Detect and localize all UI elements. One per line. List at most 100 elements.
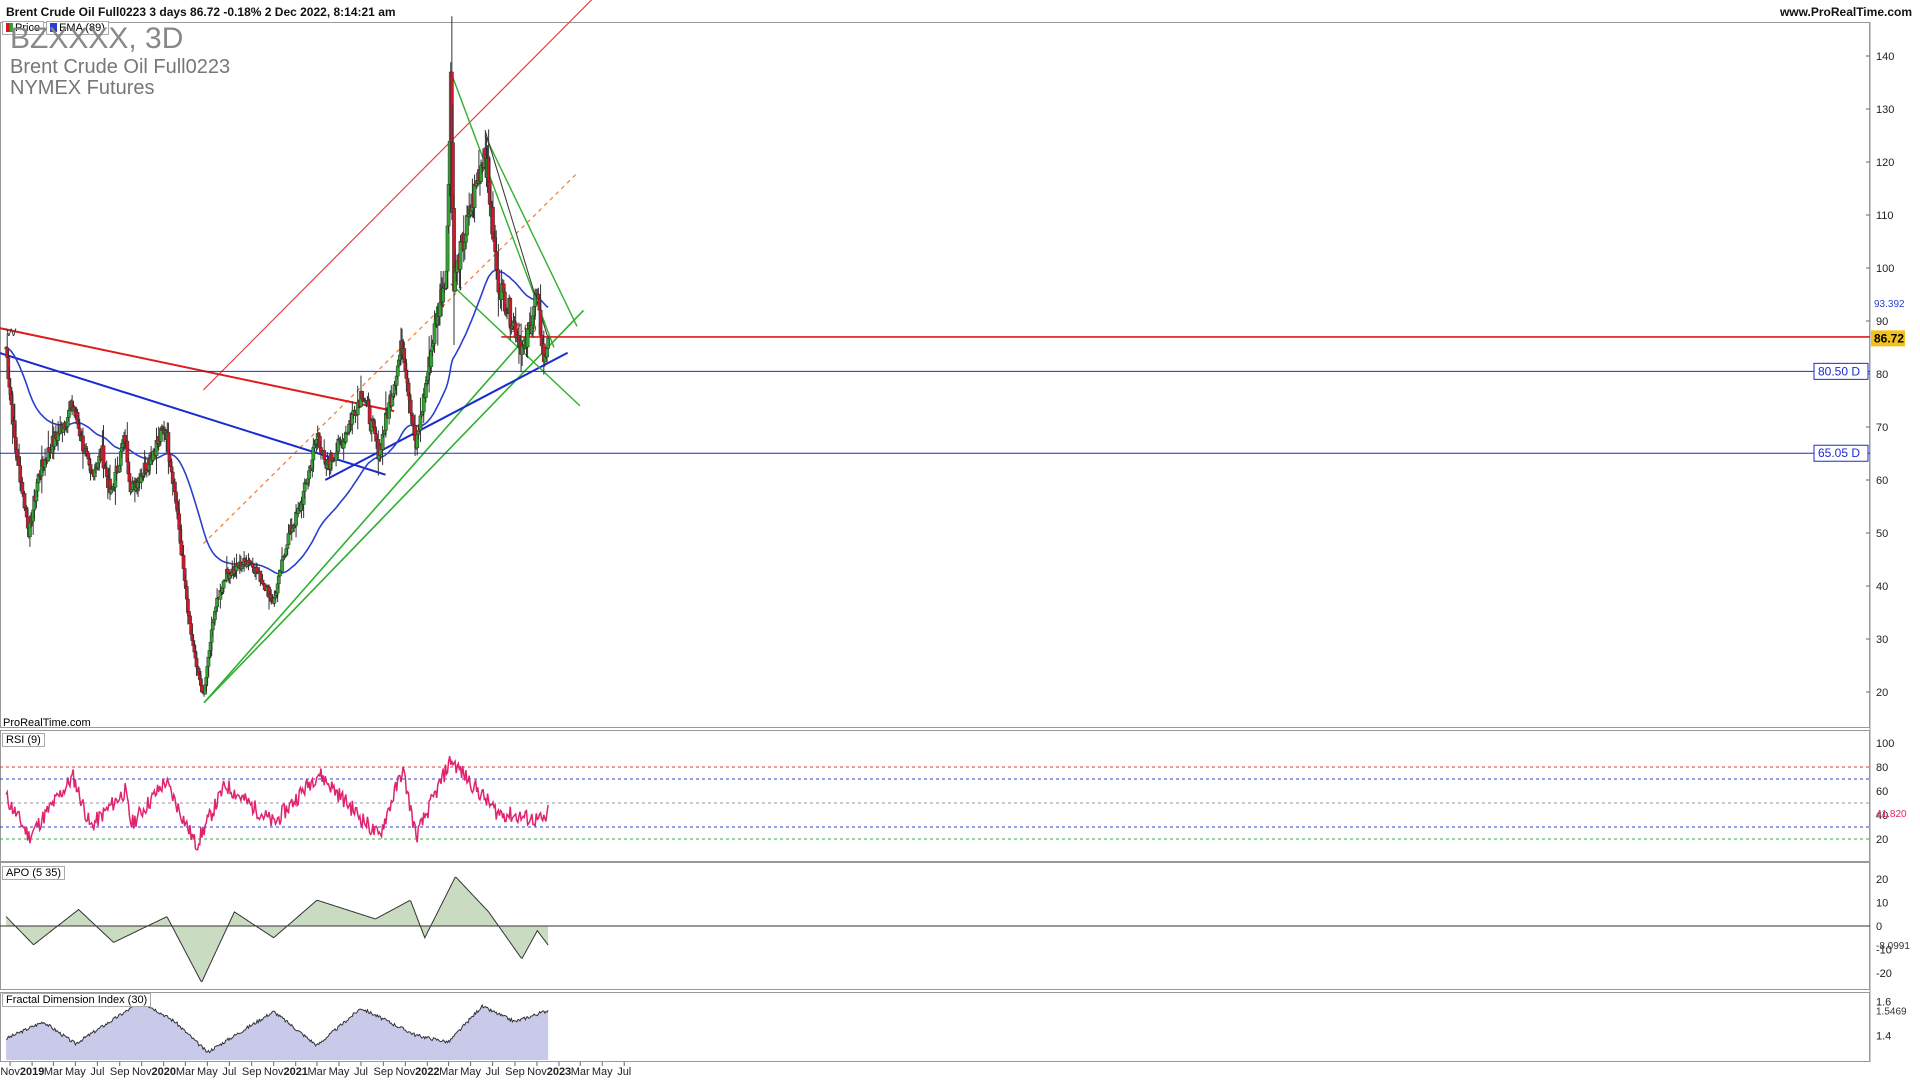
x-tick-label: May [197,1066,218,1078]
rsi-tick-label: 80 [1876,762,1888,774]
x-tick-label: Nov [264,1066,284,1078]
x-tick-label: Nov [396,1066,416,1078]
legend-price[interactable]: Price [2,21,45,35]
candle-down [101,445,106,468]
price-tick-label: 70 [1876,422,1888,434]
candle-down [200,685,204,693]
apo-line [5,876,549,983]
rising-support-blue [324,351,569,481]
candle-up [465,215,469,236]
price-tick-label: 80 [1876,369,1888,381]
rsi-last-label: 41.820 [1876,809,1907,820]
x-tick-label: Jul [90,1066,104,1078]
panel-frames [0,22,1871,1062]
apo-tick-label: 10 [1876,898,1888,910]
candle-down [20,481,25,494]
price-tick-label: 60 [1876,475,1888,487]
x-tick-label: May [460,1066,481,1078]
x-tick-label: Jul [617,1066,631,1078]
price-tick-label: 30 [1876,634,1888,646]
candle-up [432,323,437,344]
x-tick-label: Mar [571,1066,590,1078]
x-tick-label: Mar [44,1066,63,1078]
level-box-1 [1813,444,1869,462]
candle-up [280,559,284,572]
candle-down [260,579,265,584]
x-tick-label: Nov [0,1066,20,1078]
price-swatch-icon [6,23,13,32]
candle-up [276,575,281,585]
candle-up [294,511,298,526]
candle-down [322,450,327,460]
rising-channel-top-red [202,0,593,391]
rsi-line [5,755,549,851]
instrument-name: Brent Crude Oil Full0223 [10,56,231,78]
price-tick-label: 140 [1876,51,1894,63]
candle-up [464,234,468,243]
apo-tick-label: 0 [1876,921,1882,933]
level-box-label: 65.05 D [1818,446,1860,460]
x-tick-label: May [592,1066,613,1078]
fdi-last-label: 1.5469 [1876,1006,1907,1017]
x-tick-label: Sep [505,1066,525,1078]
x-tick-label: Jul [486,1066,500,1078]
rising-support-green [203,325,537,704]
apo-panel [0,876,1870,983]
fdi-tick-label: 1.6 [1876,996,1891,1008]
rsi-panel [0,755,1870,851]
site-url[interactable]: www.ProRealTime.com [1779,5,1912,19]
rsi-tick-label: 40 [1876,810,1888,822]
candle-up [221,580,226,589]
ema-swatch-icon [50,23,58,32]
candle-down [226,569,230,574]
watermark: ProRealTime.com [3,717,91,729]
candle-down [179,540,184,556]
x-tick-label: Sep [110,1066,130,1078]
x-tick-label: May [65,1066,86,1078]
rsi-label[interactable]: RSI (9) [2,733,45,747]
wedge-upper-green [484,135,578,327]
instrument-exchange: NYMEX Futures [10,77,155,99]
ema-last-label: 93.392 [1874,299,1905,310]
fdi-panel [6,1001,549,1060]
x-tick-label: Jul [222,1066,236,1078]
candle-up [546,338,550,349]
chart-legend: Price EMA (89) [2,21,109,35]
instrument-symbol: BZXXXX, 3D [10,22,184,55]
ema-line [5,269,549,575]
ema-89-line [5,269,549,575]
x-tick-label: May [329,1066,350,1078]
x-tick-label: 2023 [547,1066,571,1078]
x-tick-label: 2021 [283,1066,307,1078]
wedge-bottom-green [450,283,581,407]
price-tick-label: 90 [1876,316,1888,328]
x-tick-label: Sep [242,1066,262,1078]
candles [4,16,550,697]
chart-title: Brent Crude Oil Full0223 3 days 86.72 -0… [6,5,396,19]
fdi-label[interactable]: Fractal Dimension Index (30) [2,993,152,1007]
falling-resistance-red [0,327,395,413]
panel-frame-0 [0,22,1870,728]
x-tick-label: Nov [527,1066,547,1078]
apo-label[interactable]: APO (5 35) [2,866,66,880]
x-tick-label: Mar [439,1066,458,1078]
price-tick-label: 130 [1876,104,1894,116]
rsi-tick-label: 20 [1876,834,1888,846]
x-tick-label: 2019 [20,1066,44,1078]
candle-up [67,410,71,418]
candle-up [525,328,530,348]
candle-up [545,348,549,358]
price-tick-label: 40 [1876,581,1888,593]
candle-down [188,615,192,624]
candle-up [285,544,290,549]
price-tick-label: 20 [1876,687,1888,699]
legend-ema[interactable]: EMA (89) [46,21,109,35]
apo-tick-label: -20 [1876,968,1892,980]
x-tick-label: 2022 [415,1066,439,1078]
candle-up [210,622,215,631]
x-tick-label: Mar [308,1066,327,1078]
candle-down [408,399,413,414]
price-tick-label: 110 [1876,210,1894,222]
candle-down [494,251,499,270]
